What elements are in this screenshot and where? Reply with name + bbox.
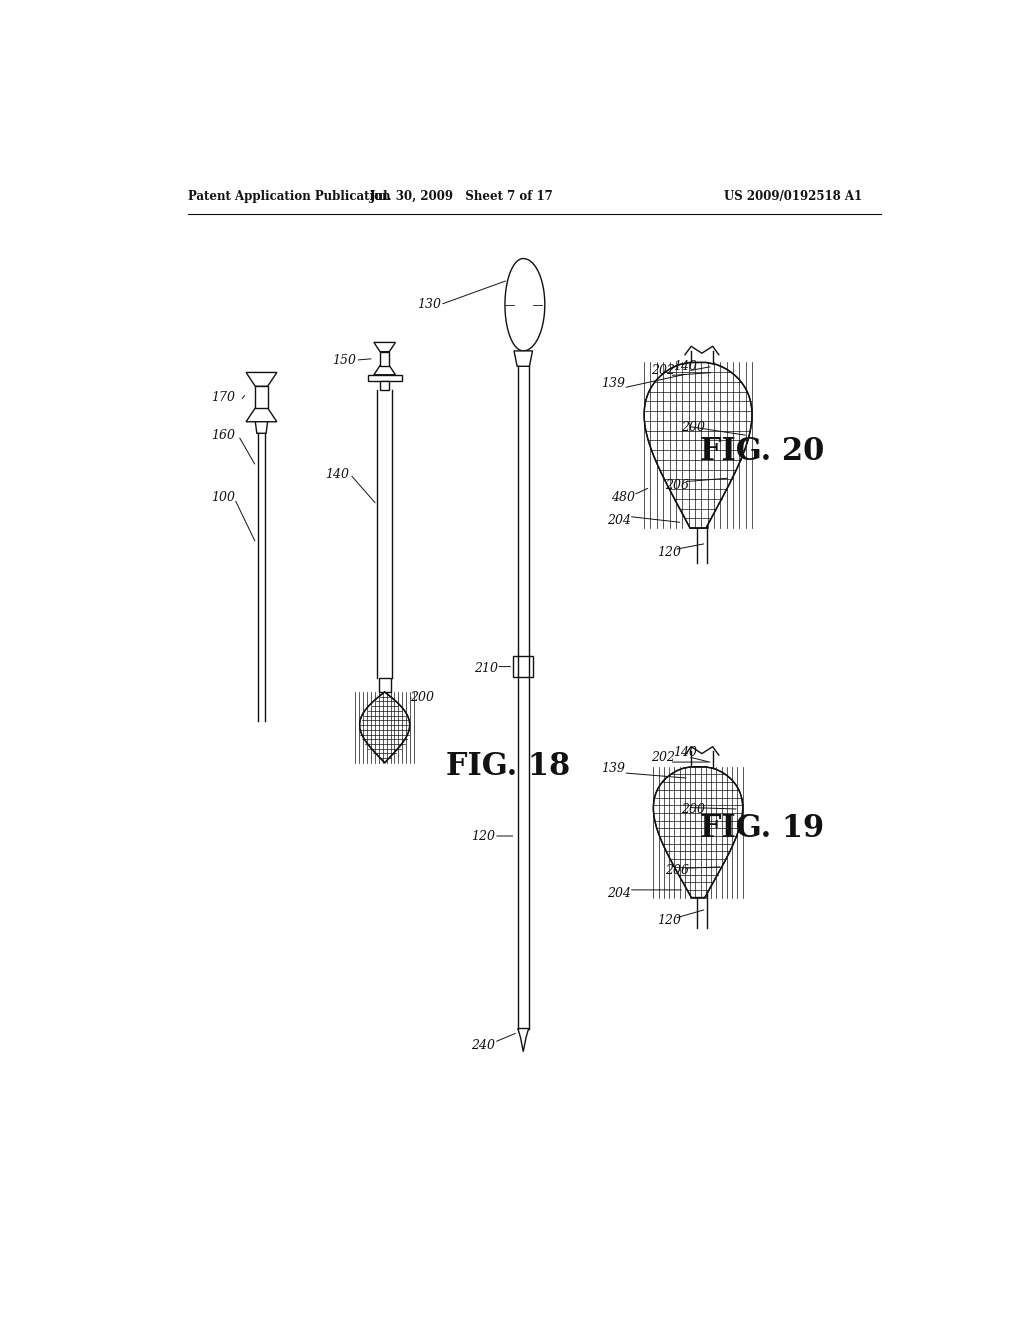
Text: 200: 200 <box>681 421 705 434</box>
Polygon shape <box>368 375 401 381</box>
Text: 480: 480 <box>611 491 635 504</box>
Text: 210: 210 <box>474 661 499 675</box>
Text: 120: 120 <box>657 915 682 927</box>
Polygon shape <box>505 259 545 351</box>
Polygon shape <box>374 342 395 351</box>
Text: 150: 150 <box>333 354 356 367</box>
Polygon shape <box>379 678 391 692</box>
Text: 202: 202 <box>651 751 676 764</box>
Polygon shape <box>359 692 410 763</box>
Polygon shape <box>374 366 395 375</box>
Polygon shape <box>644 363 752 528</box>
Text: 120: 120 <box>657 546 682 560</box>
Text: 204: 204 <box>607 887 632 900</box>
Polygon shape <box>653 767 742 898</box>
Polygon shape <box>255 387 267 408</box>
Text: 206: 206 <box>666 479 689 492</box>
Polygon shape <box>246 408 276 422</box>
Text: 160: 160 <box>211 429 234 442</box>
Polygon shape <box>518 1028 528 1052</box>
Text: 139: 139 <box>601 762 626 775</box>
Text: 130: 130 <box>418 298 441 312</box>
Text: 200: 200 <box>681 803 705 816</box>
Text: 140: 140 <box>673 360 697 372</box>
Text: 100: 100 <box>211 491 234 504</box>
Polygon shape <box>246 372 276 387</box>
Text: 240: 240 <box>471 1039 496 1052</box>
Text: 140: 140 <box>673 746 697 759</box>
Polygon shape <box>514 351 532 367</box>
Text: Patent Application Publication: Patent Application Publication <box>188 190 391 203</box>
Text: FIG. 20: FIG. 20 <box>699 436 824 466</box>
Text: FIG. 18: FIG. 18 <box>445 751 570 783</box>
Text: 170: 170 <box>211 391 234 404</box>
Text: 200: 200 <box>410 690 433 704</box>
Text: 206: 206 <box>666 865 689 878</box>
Polygon shape <box>513 656 534 677</box>
Text: 140: 140 <box>325 467 349 480</box>
Text: 139: 139 <box>601 376 626 389</box>
Text: US 2009/0192518 A1: US 2009/0192518 A1 <box>724 190 862 203</box>
Polygon shape <box>380 381 389 391</box>
Text: 120: 120 <box>471 829 496 842</box>
Text: 204: 204 <box>607 513 632 527</box>
Polygon shape <box>380 351 389 366</box>
Text: FIG. 19: FIG. 19 <box>699 813 824 843</box>
Polygon shape <box>255 422 267 433</box>
Text: 202: 202 <box>651 364 676 378</box>
Text: Jul. 30, 2009   Sheet 7 of 17: Jul. 30, 2009 Sheet 7 of 17 <box>370 190 554 203</box>
